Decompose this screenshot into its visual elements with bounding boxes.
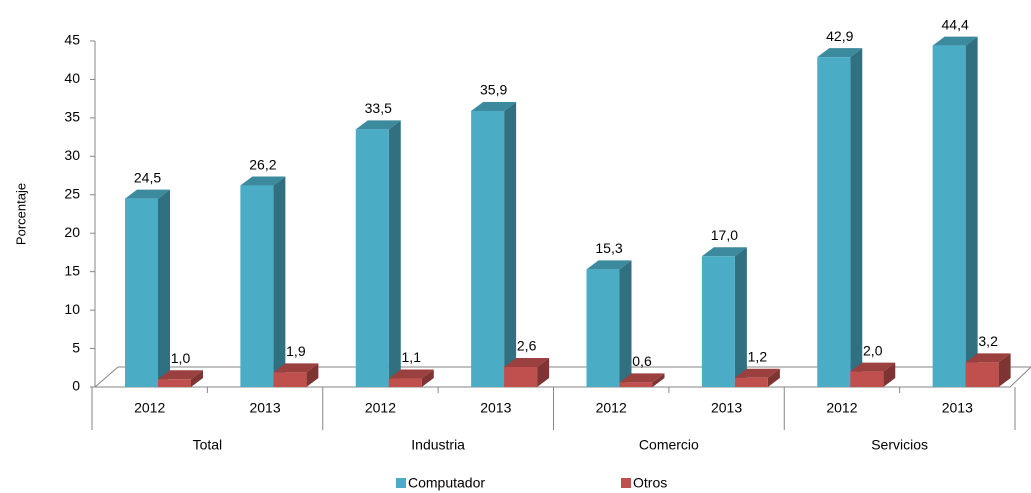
- x-tick-label: 2013: [249, 400, 280, 416]
- legend-label: Otros: [633, 475, 667, 491]
- y-tick-label: 30: [64, 147, 80, 163]
- bar-side: [734, 247, 747, 387]
- x-tick-label: 2012: [596, 400, 627, 416]
- data-label: 3,2: [978, 333, 998, 349]
- data-label: 2,0: [863, 342, 883, 358]
- data-label: 35,9: [480, 82, 507, 98]
- bar: [504, 367, 538, 387]
- x-tick-label: 2013: [480, 400, 511, 416]
- bar: [158, 379, 191, 387]
- bar-top: [734, 368, 780, 378]
- bar-top: [850, 362, 896, 372]
- group-label: Comercio: [639, 437, 699, 453]
- bar: [355, 129, 389, 387]
- bar-top: [817, 48, 863, 58]
- bar: [619, 382, 653, 387]
- bar-top: [586, 260, 632, 270]
- bar: [273, 372, 307, 387]
- bar: [932, 45, 966, 387]
- data-label: 1,1: [402, 349, 422, 365]
- bar-top: [388, 369, 434, 379]
- bar: [701, 256, 735, 387]
- y-tick-label: 45: [64, 32, 80, 48]
- data-label: 0,6: [632, 353, 652, 369]
- bar-top: [240, 176, 286, 186]
- group-label: Industria: [411, 437, 465, 453]
- data-label: 33,5: [365, 100, 392, 116]
- bar-side: [273, 176, 286, 387]
- bar-side: [998, 353, 1011, 387]
- y-tick-label: 35: [64, 109, 80, 125]
- bar-top: [932, 36, 978, 46]
- bar: [734, 377, 768, 387]
- data-label: 1,2: [748, 348, 768, 364]
- bar-top: [471, 101, 517, 111]
- group-label: Total: [193, 437, 223, 453]
- bar-side: [306, 363, 319, 387]
- bar-top: [158, 370, 203, 380]
- data-label: 26,2: [249, 156, 276, 172]
- y-tick-label: 40: [64, 70, 80, 86]
- legend-swatch: [621, 478, 631, 488]
- bar-top: [125, 189, 170, 199]
- legend-label: Computador: [408, 475, 485, 491]
- y-tick-label: 0: [72, 378, 80, 394]
- x-tick-label: 2013: [942, 400, 973, 416]
- bar: [125, 198, 158, 387]
- y-tick-label: 5: [72, 339, 80, 355]
- bar-side: [850, 48, 863, 387]
- y-tick-label: 15: [64, 262, 80, 278]
- bar-side: [537, 358, 550, 387]
- bar-side: [421, 369, 434, 387]
- bar: [850, 371, 884, 387]
- bar-side: [388, 120, 401, 387]
- bar: [471, 110, 505, 388]
- bar-top: [965, 353, 1011, 363]
- group-label: Servicios: [871, 437, 928, 453]
- data-label: 1,9: [286, 343, 306, 359]
- bar: [965, 362, 999, 387]
- data-label: 44,4: [942, 16, 969, 32]
- bar-top: [701, 247, 747, 257]
- data-label: 1,0: [171, 350, 191, 366]
- data-label: 24,5: [134, 169, 161, 185]
- bar: [817, 57, 851, 387]
- bar-side: [767, 368, 780, 387]
- bar: [586, 269, 620, 387]
- bar: [388, 378, 422, 387]
- bar-top: [504, 358, 550, 368]
- bar-side: [191, 370, 203, 387]
- y-axis-label: Porcentaje: [13, 183, 28, 245]
- bar-side: [158, 189, 170, 387]
- bar-side: [965, 36, 978, 387]
- bar-side: [504, 101, 517, 388]
- y-tick-label: 25: [64, 185, 80, 201]
- x-tick-label: 2012: [134, 400, 165, 416]
- x-tick-label: 2012: [826, 400, 857, 416]
- legend-swatch: [396, 478, 406, 488]
- bar-side: [652, 373, 665, 387]
- data-label: 15,3: [595, 240, 622, 256]
- bar-top: [273, 363, 319, 373]
- data-label: 17,0: [711, 227, 738, 243]
- bar-top: [355, 120, 401, 130]
- data-label: 2,6: [517, 338, 537, 354]
- y-tick-label: 10: [64, 301, 80, 317]
- bar: [240, 185, 274, 387]
- bar-side: [619, 260, 632, 387]
- data-label: 42,9: [826, 28, 853, 44]
- bar-top: [619, 373, 665, 383]
- x-tick-label: 2012: [365, 400, 396, 416]
- y-tick-label: 20: [64, 224, 80, 240]
- bar-side: [883, 362, 896, 387]
- x-tick-label: 2013: [711, 400, 742, 416]
